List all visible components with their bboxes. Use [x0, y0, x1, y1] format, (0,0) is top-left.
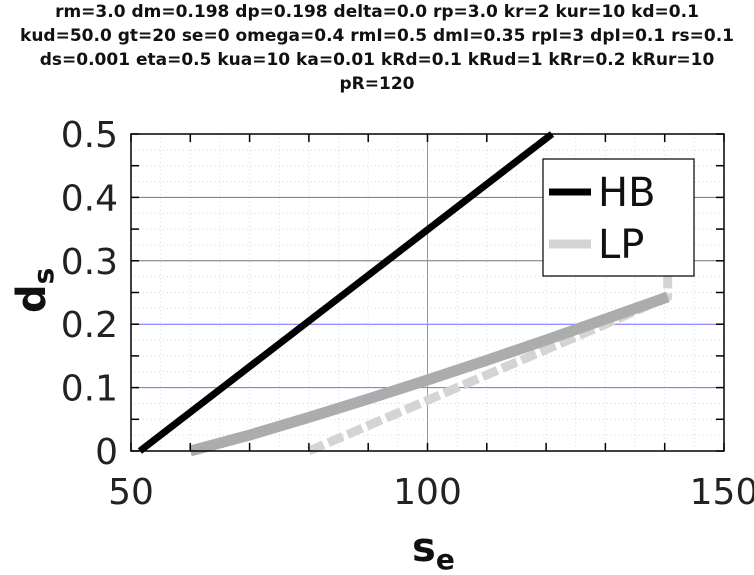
series-line-3	[188, 291, 670, 457]
x-tick-label: 150	[690, 472, 754, 513]
title-line: kud=50.0 gt=20 se=0 omega=0.4 rmI=0.5 dm…	[20, 26, 734, 46]
y-axis-label-sub: s	[27, 268, 60, 285]
y-tick-label: 0.3	[61, 242, 118, 283]
y-tick-label: 0.5	[61, 115, 118, 156]
y-tick-label: 0.1	[61, 369, 118, 410]
y-tick-label: 0.2	[61, 305, 118, 346]
legend-label-lp: LP	[598, 222, 644, 268]
y-axis-label-main: d	[9, 284, 55, 313]
y-tick-label: 0.4	[61, 178, 118, 219]
x-tick-label: 100	[393, 472, 462, 513]
x-axis-label-main: s	[412, 525, 436, 571]
axes	[130, 133, 725, 452]
tick-labels: 50 100 150 0 0.1 0.2 0.3 0.4 0.5	[61, 115, 754, 513]
chart-title: rm=3.0 dm=0.198 dp=0.198 delta=0.0 rp=3.…	[0, 0, 754, 96]
series-hb-line	[137, 131, 555, 454]
x-axis-label: se	[412, 525, 455, 575]
x-tick-label: 50	[108, 472, 154, 513]
x-axis-label-sub: e	[436, 543, 455, 575]
title-line: pR=120	[339, 74, 415, 94]
legend: HB LP	[542, 158, 695, 277]
y-axis-label: ds	[9, 268, 60, 313]
legend-label-hb: HB	[598, 170, 656, 216]
title-line: rm=3.0 dm=0.198 dp=0.198 delta=0.0 rp=3.…	[55, 2, 699, 22]
series-group	[137, 131, 673, 457]
legend-box	[542, 158, 695, 277]
y-tick-label: 0	[95, 432, 118, 473]
title-line: ds=0.001 eta=0.5 kua=10 ka=0.01 kRd=0.1 …	[39, 50, 715, 70]
